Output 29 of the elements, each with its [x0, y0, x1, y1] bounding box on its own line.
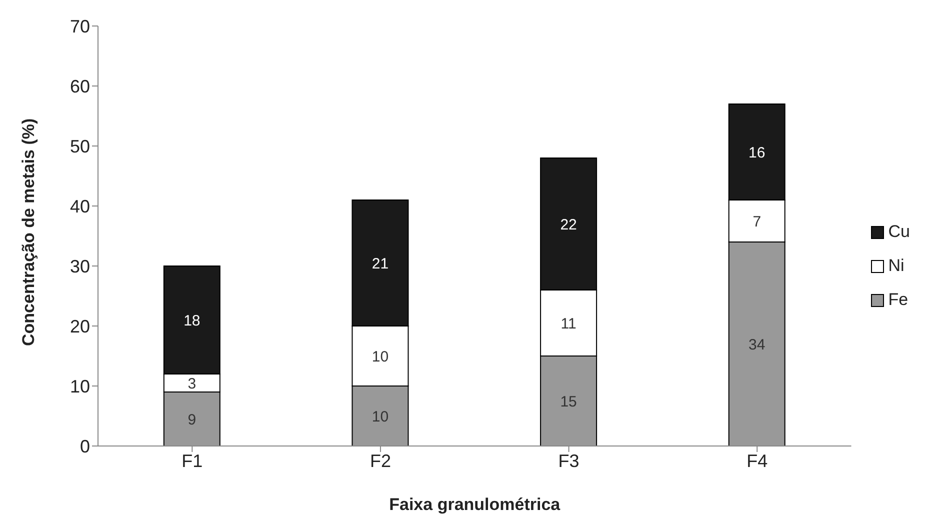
- y-tick-label: 20: [70, 316, 90, 336]
- data-label: 3: [188, 375, 196, 392]
- y-tick-label: 40: [70, 196, 90, 216]
- x-tick-label: F1: [182, 450, 203, 471]
- data-label: 11: [560, 315, 576, 332]
- legend-label: Ni: [888, 256, 904, 276]
- data-label: 22: [560, 216, 577, 234]
- y-tick-label: 70: [70, 16, 90, 36]
- data-label: 10: [372, 408, 389, 426]
- data-label: 18: [184, 312, 200, 330]
- data-label: 9: [188, 411, 196, 428]
- x-tick-label: F4: [746, 450, 768, 471]
- x-tick-label: F2: [370, 450, 391, 471]
- data-label: 10: [372, 348, 389, 366]
- data-label: 7: [752, 213, 762, 230]
- data-label: 21: [372, 255, 389, 272]
- y-tick-label: 50: [70, 136, 90, 156]
- data-label: 34: [748, 336, 766, 354]
- y-tick-label: 0: [80, 436, 90, 456]
- data-label: 16: [748, 144, 766, 162]
- y-axis-title: Concentração de metais (%): [19, 118, 38, 346]
- y-tick-label: 30: [70, 256, 90, 276]
- data-label: 15: [560, 393, 577, 410]
- x-axis-title: Faixa granulométrica: [389, 495, 561, 514]
- legend-label: Cu: [888, 222, 910, 242]
- legend-label: Fe: [888, 290, 908, 310]
- y-tick-label: 10: [70, 376, 90, 396]
- y-tick-label: 60: [70, 76, 90, 96]
- x-tick-label: F3: [558, 450, 580, 471]
